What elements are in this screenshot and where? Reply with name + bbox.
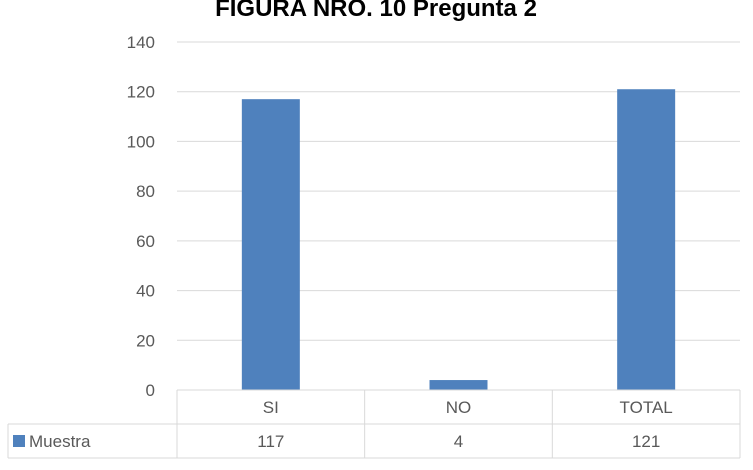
data-table-value: 117 <box>257 432 284 451</box>
legend-series-name: Muestra <box>29 432 91 451</box>
y-tick-label: 100 <box>127 132 155 151</box>
y-tick-label: 120 <box>127 83 155 102</box>
data-table: SI NO TOTAL 117 4 121 Muestra <box>7 389 741 459</box>
data-table-value: 121 <box>632 432 660 451</box>
legend-key-icon <box>13 435 25 447</box>
bar <box>429 380 488 390</box>
y-axis-ticks: 0 20 40 60 80 100 120 140 <box>127 33 155 400</box>
x-category-label: SI <box>263 398 279 417</box>
y-tick-label: 80 <box>136 182 155 201</box>
bar <box>617 89 676 390</box>
y-tick-label: 40 <box>136 282 155 301</box>
y-tick-label: 20 <box>136 331 155 350</box>
y-tick-label: 140 <box>127 33 155 52</box>
chart-title: FIGURA NRO. 10 Pregunta 2 <box>215 0 537 22</box>
x-category-label: TOTAL <box>620 398 673 417</box>
bar <box>241 99 300 391</box>
data-table-value: 4 <box>454 432 463 451</box>
bars <box>241 89 676 391</box>
y-tick-label: 60 <box>136 232 155 251</box>
x-category-label: NO <box>446 398 472 417</box>
y-tick-label: 0 <box>146 381 155 400</box>
